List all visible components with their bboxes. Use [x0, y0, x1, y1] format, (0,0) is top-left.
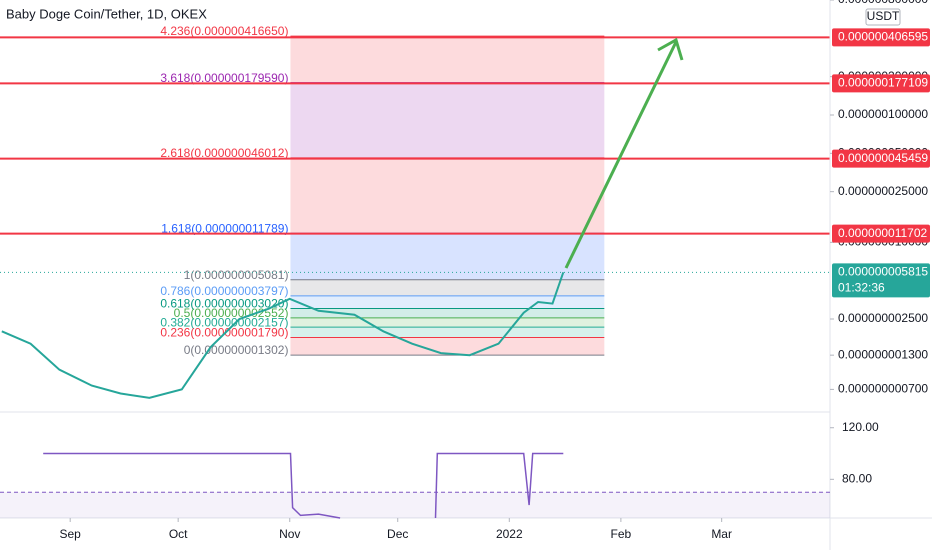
fib-zone — [290, 308, 605, 318]
fib-zone — [290, 157, 605, 234]
level-tag — [832, 74, 930, 93]
last-price-label: 0.000000005815 — [838, 264, 928, 278]
level-tag-label: 0.000000011702 — [838, 226, 928, 240]
countdown: 01:32:36 — [838, 280, 885, 294]
currency: USDT — [867, 9, 900, 23]
fib-label: 0(0.000000001302) — [184, 343, 289, 357]
y-tick-label: 0.000000100000 — [838, 107, 928, 121]
last-price-tag — [832, 263, 930, 298]
y-tick-label: 0.000000025000 — [838, 184, 928, 198]
x-tick-label: Dec — [387, 527, 408, 541]
main-pane: 4.236(0.000000416650) 3.618(0.00000017959… — [0, 24, 830, 399]
fib-label: 1(0.000000005081) — [184, 268, 289, 282]
x-tick-label: Sep — [60, 527, 82, 541]
indicator-tick-label: 120.00 — [842, 420, 879, 434]
y-tick-label: 0.000000000700 — [838, 382, 928, 396]
x-tick-label: Mar — [711, 527, 732, 541]
x-tick-label: 2022 — [496, 527, 523, 541]
x-tick-label: Oct — [169, 527, 188, 541]
fib-zone — [290, 295, 605, 309]
level-tag — [832, 224, 930, 243]
x-tick-label: Feb — [611, 527, 632, 541]
fib-zone — [290, 36, 605, 83]
fib-zone — [290, 233, 605, 280]
forecast-arrow — [564, 37, 684, 269]
y-tick-label: 0.000000001300 — [838, 347, 928, 361]
fib-label: 0.382(0.000000002157) — [160, 315, 288, 329]
fib-label: 4.236(0.000000416650) — [160, 24, 288, 38]
fib-zone — [290, 327, 605, 338]
y-tick-label: 0.000000800000 — [838, 0, 928, 6]
x-tick-label: Nov — [279, 527, 300, 541]
price-line — [1, 271, 565, 399]
indicator-line — [43, 452, 564, 519]
indicator-band — [0, 492, 830, 518]
fib-label: 3.618(0.000000179590) — [160, 71, 288, 85]
chart-title: Baby Doge Coin/Tether, 1D, OKEX — [6, 6, 207, 21]
fib-zone — [290, 337, 605, 356]
y-tick-label: 0.000000002500 — [838, 311, 928, 325]
level-tag-label: 0.000000045459 — [838, 151, 928, 165]
level-tag — [832, 149, 930, 168]
fib-label: 0.618(0.000000003020) — [160, 297, 288, 311]
level-tag — [832, 28, 930, 47]
currency-box — [865, 8, 901, 26]
fib-label: 1.618(0.000000011789) — [161, 221, 288, 235]
fib-label: 0.5(0.000000002552) — [174, 306, 289, 320]
fib-label: 2.618(0.000000046012) — [160, 146, 288, 160]
level-tag-label: 0.000000177109 — [838, 76, 928, 90]
fib-zone — [290, 82, 605, 158]
fib-zone — [290, 279, 605, 296]
level-tag-label: 0.000000406595 — [838, 30, 928, 44]
fib-label: 0.786(0.000000003797) — [160, 284, 288, 298]
indicator-tick-label: 80.00 — [842, 471, 872, 485]
fib-zone — [290, 317, 605, 328]
